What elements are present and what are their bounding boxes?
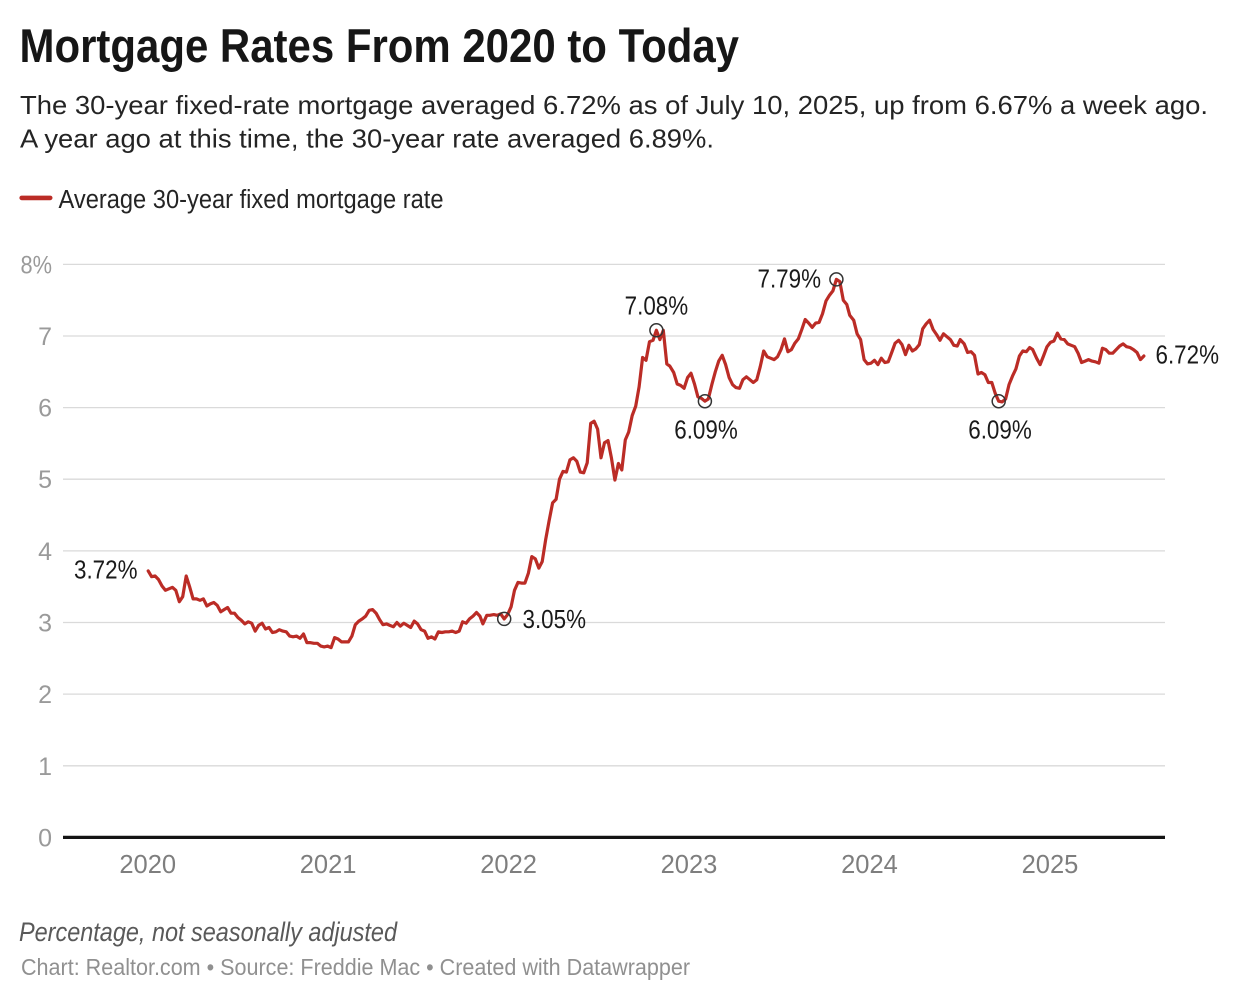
svg-text:8%: 8%: [21, 251, 53, 279]
svg-text:Mortgage Rates From 2020 to To: Mortgage Rates From 2020 to Today: [20, 20, 740, 73]
svg-text:2020: 2020: [119, 851, 176, 879]
svg-text:6.09%: 6.09%: [674, 416, 738, 444]
svg-text:2: 2: [38, 681, 52, 709]
svg-text:2024: 2024: [841, 851, 898, 879]
svg-text:2023: 2023: [661, 851, 718, 879]
svg-text:6.09%: 6.09%: [968, 416, 1032, 444]
svg-text:7.79%: 7.79%: [758, 266, 822, 294]
svg-text:2021: 2021: [300, 851, 357, 879]
svg-text:7.08%: 7.08%: [625, 293, 689, 321]
svg-text:3: 3: [38, 610, 52, 638]
svg-text:6.72%: 6.72%: [1156, 342, 1220, 370]
svg-text:7: 7: [38, 323, 52, 351]
svg-text:3.05%: 3.05%: [523, 606, 587, 634]
svg-text:The 30-year fixed-rate mortgag: The 30-year fixed-rate mortgage averaged…: [20, 90, 1208, 120]
svg-text:3.72%: 3.72%: [74, 557, 138, 585]
svg-text:Percentage, not seasonally adj: Percentage, not seasonally adjusted: [19, 917, 398, 947]
svg-text:1: 1: [38, 753, 52, 781]
svg-text:A year ago at this time, the 3: A year ago at this time, the 30-year rat…: [20, 124, 714, 154]
svg-text:4: 4: [38, 538, 52, 566]
svg-text:2025: 2025: [1022, 851, 1079, 879]
svg-text:Chart: Realtor.com • Source: F: Chart: Realtor.com • Source: Freddie Mac…: [21, 954, 690, 980]
svg-text:6: 6: [38, 395, 52, 423]
svg-text:Average 30-year fixed mortgage: Average 30-year fixed mortgage rate: [59, 186, 444, 214]
svg-text:5: 5: [38, 466, 52, 494]
svg-text:2022: 2022: [480, 851, 537, 879]
svg-text:0: 0: [38, 824, 52, 852]
